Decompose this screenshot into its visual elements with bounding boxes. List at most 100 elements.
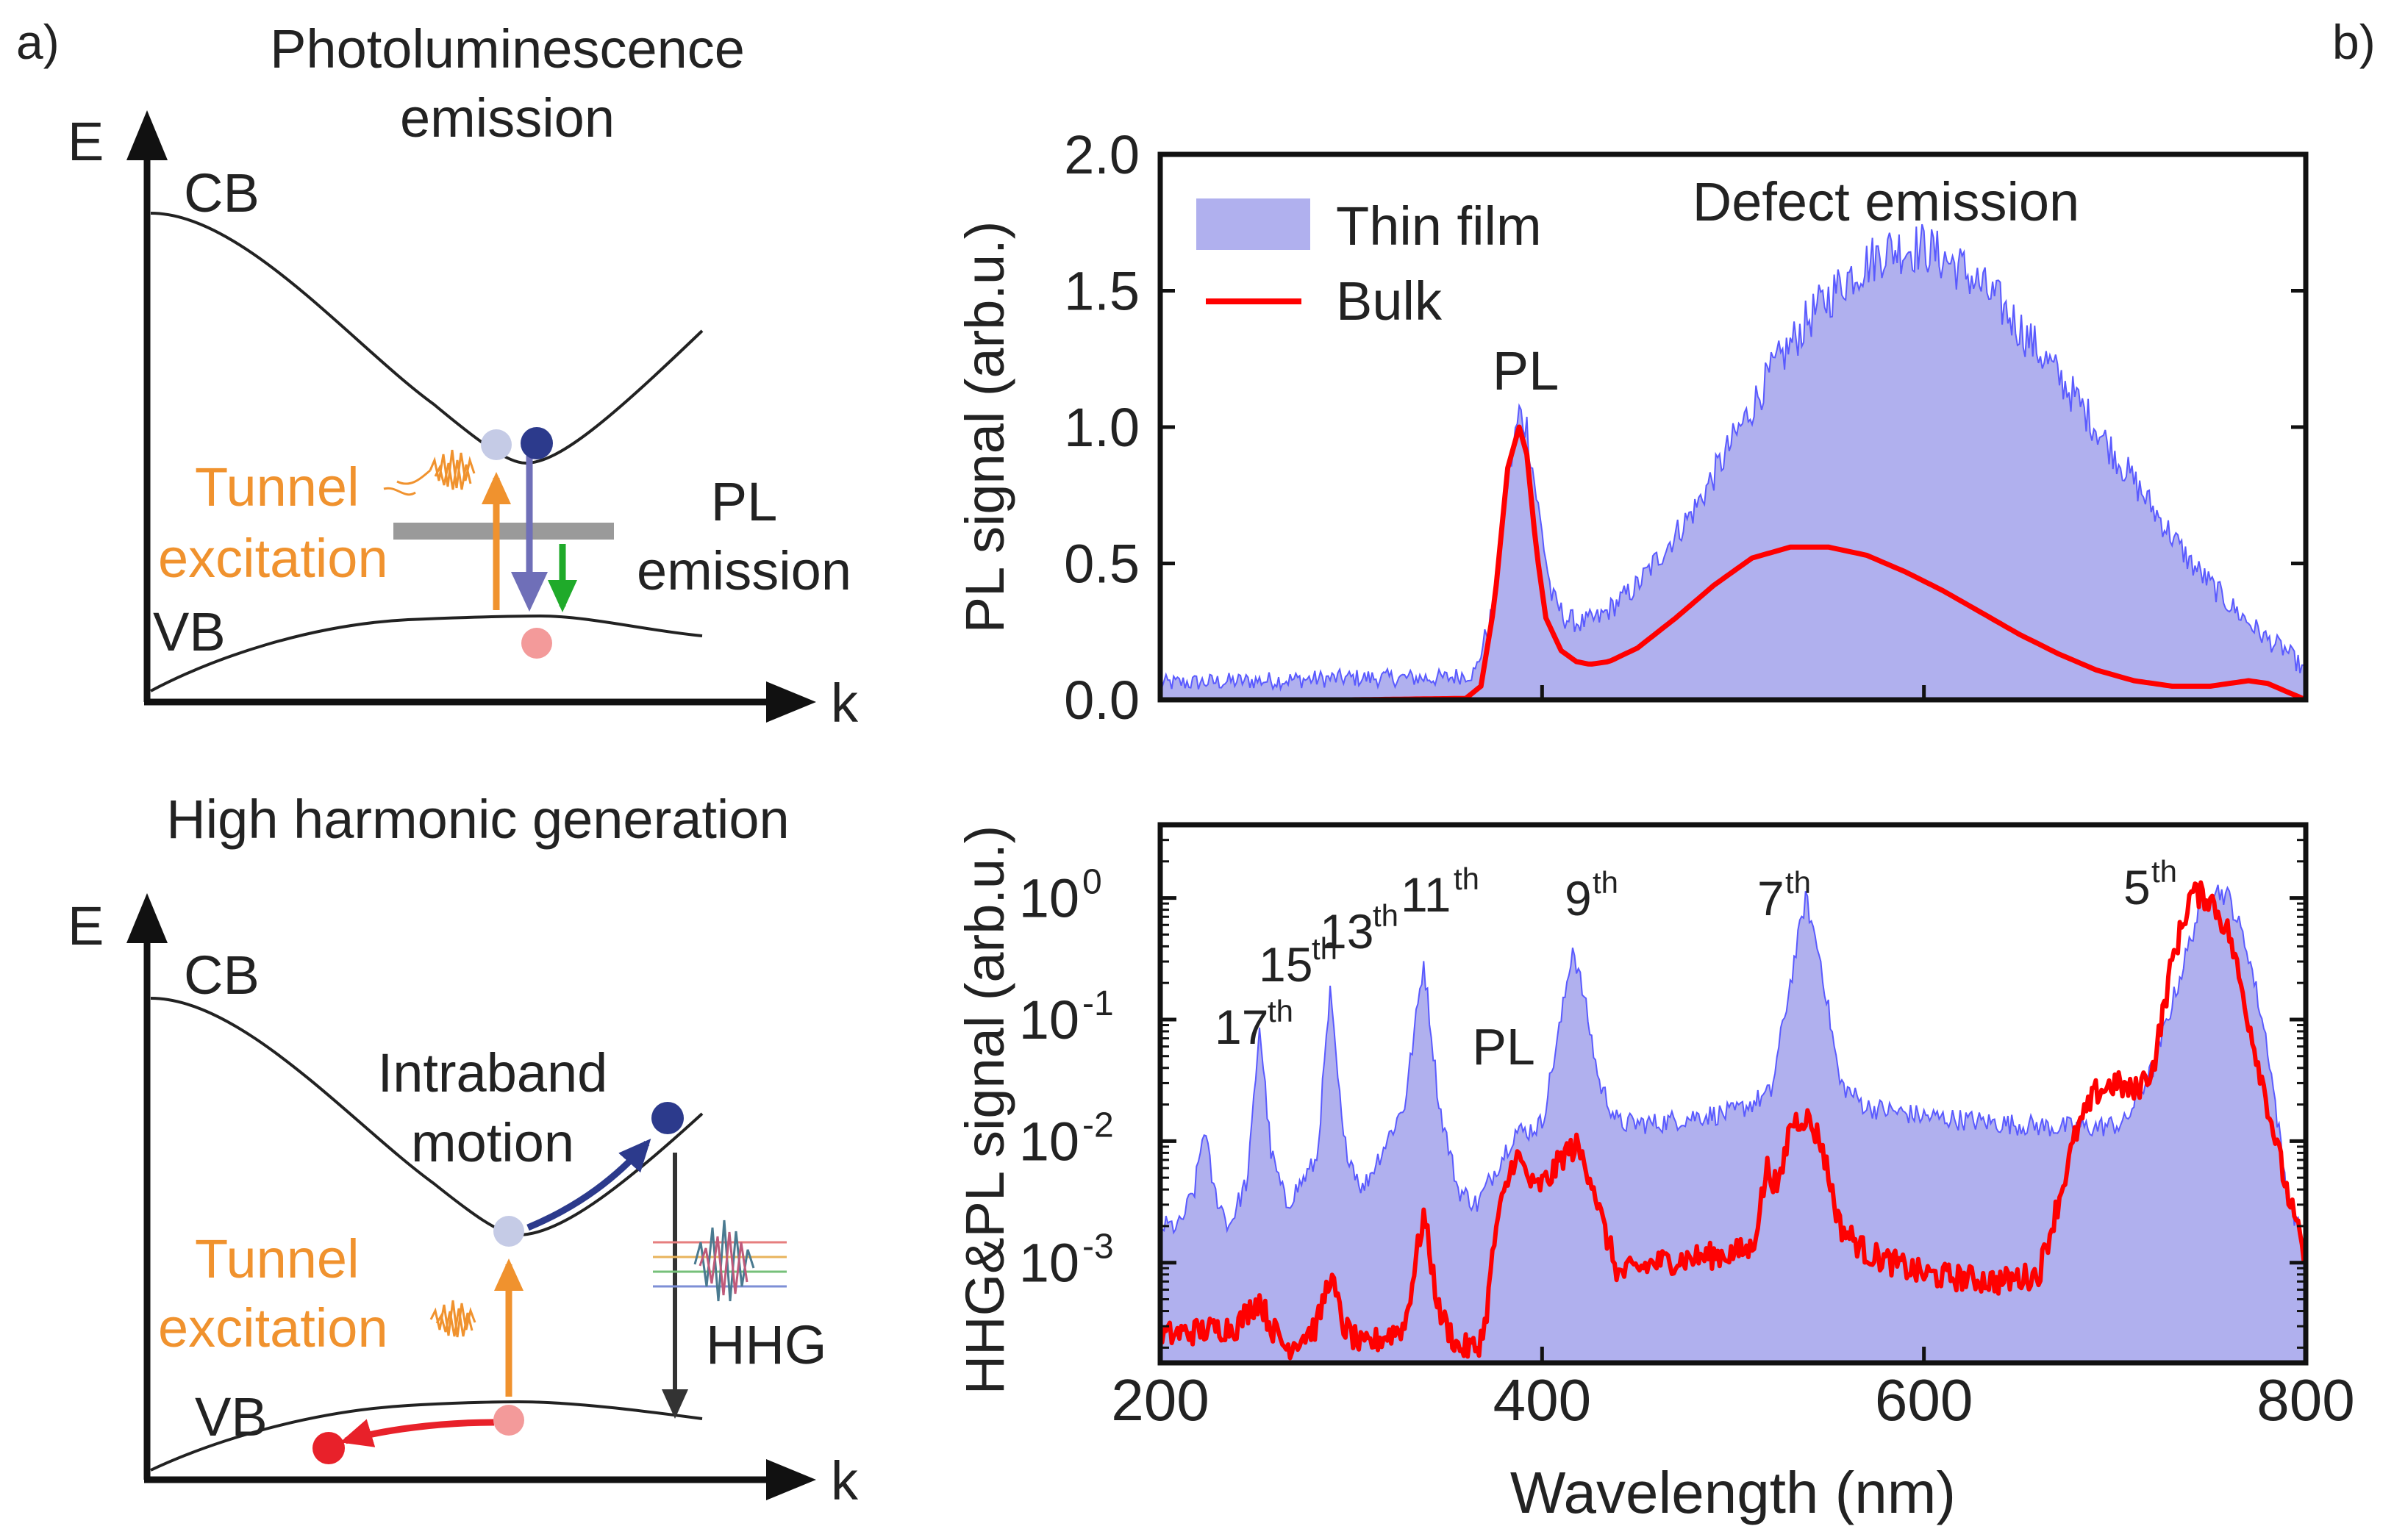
valence-band bbox=[150, 614, 703, 692]
hhg-label: HHG bbox=[706, 1314, 826, 1375]
hhg-ytick-label: 10 bbox=[1019, 1111, 1079, 1172]
harmonic-label-sup-17: th bbox=[1268, 994, 1293, 1028]
diagram-title-line1: Photoluminescence bbox=[270, 18, 745, 79]
vb-label: VB bbox=[195, 1386, 268, 1447]
electron-start bbox=[493, 1216, 524, 1247]
pl-peak-annotation: PL bbox=[1493, 340, 1559, 401]
pl-ytick-label: 1.5 bbox=[1064, 261, 1140, 322]
tunnel-label-line1: Tunnel bbox=[195, 1228, 360, 1289]
harmonic-label-sup-15: th bbox=[1312, 931, 1337, 966]
harmonic-label-11: 11 bbox=[1401, 867, 1451, 922]
vb-label: VB bbox=[153, 601, 226, 662]
harmonic-label-13: 13 bbox=[1320, 904, 1373, 959]
k-axis-arrowhead bbox=[766, 681, 816, 723]
thin-film-line bbox=[1160, 223, 2307, 692]
hole-icon bbox=[493, 1405, 524, 1436]
hhg-pulse-icon bbox=[653, 1220, 787, 1302]
bulk-line bbox=[1158, 880, 2308, 1361]
thin-film-area bbox=[1160, 224, 2306, 701]
hhg-ylabel: HHG&PL signal (arb.u.) bbox=[954, 825, 1015, 1395]
conduction-band bbox=[150, 997, 704, 1237]
pulse-wave-icon bbox=[396, 449, 476, 490]
pl-emission-label-line2: emission bbox=[637, 540, 851, 601]
electron-icon bbox=[651, 1102, 684, 1134]
diagram-photoluminescence: Photoluminescence emission E k CB VB T bbox=[68, 18, 859, 734]
tunnel-pointer-line bbox=[383, 487, 416, 496]
hhg-ytick-exponent: 0 bbox=[1082, 863, 1102, 902]
pl-data-layer bbox=[1160, 223, 2307, 703]
pl-ytick-label: 0.5 bbox=[1064, 534, 1140, 595]
panel-label-b: b) bbox=[2332, 15, 2376, 69]
hhg-xtick-label: 800 bbox=[2257, 1367, 2354, 1433]
harmonic-label-17: 17 bbox=[1215, 1000, 1268, 1054]
hhg-pl-annotation: PL bbox=[1472, 1018, 1535, 1075]
thin-film-area bbox=[1160, 884, 2306, 1363]
pulse-wave-icon bbox=[429, 1300, 476, 1338]
hole-icon bbox=[521, 628, 552, 659]
hhg-ytick-label: 10 bbox=[1019, 868, 1079, 929]
intraband-label-line1: Intraband bbox=[378, 1042, 608, 1103]
panel-label-a: a) bbox=[16, 15, 60, 69]
harmonic-label-7: 7 bbox=[1757, 871, 1784, 925]
defect-emission-annotation: Defect emission bbox=[1693, 171, 2079, 232]
pl-chart: 0.0 0.5 1.0 1.5 2.0 PL signal (arb.u.) Thin … bbox=[954, 124, 2309, 731]
hhg-ytick-exponent: -1 bbox=[1082, 984, 1114, 1023]
intraband-motion-arrow bbox=[526, 1139, 651, 1231]
diagram-title-line2: emission bbox=[400, 87, 615, 148]
defect-level bbox=[393, 523, 614, 540]
valence-band bbox=[150, 1400, 703, 1472]
pl-ytick-label: 2.0 bbox=[1064, 124, 1140, 185]
hhg-diagram-title: High harmonic generation bbox=[166, 789, 789, 850]
energy-axis-arrowhead bbox=[126, 110, 168, 160]
k-axis-label: k bbox=[831, 1450, 859, 1511]
legend-label-thin-film: Thin film bbox=[1336, 196, 1542, 257]
harmonic-label-sup-9: th bbox=[1593, 865, 1618, 900]
hhg-xtick-label: 600 bbox=[1875, 1367, 1973, 1433]
legend-label-bulk: Bulk bbox=[1336, 271, 1443, 332]
harmonic-label-sup-5: th bbox=[2151, 854, 2177, 889]
energy-axis-arrowhead bbox=[126, 893, 168, 943]
electron-icon bbox=[521, 427, 553, 459]
hhg-xtick-label: 200 bbox=[1111, 1367, 1209, 1433]
pl-ylabel: PL signal (arb.u.) bbox=[954, 221, 1015, 634]
pl-ytick-label: 0.0 bbox=[1064, 670, 1140, 731]
k-axis-arrowhead bbox=[766, 1459, 816, 1500]
harmonic-label-sup-11: th bbox=[1454, 862, 1479, 896]
energy-axis-label: E bbox=[68, 895, 104, 956]
electron-excited-light bbox=[481, 429, 512, 460]
hole-moved bbox=[312, 1432, 345, 1464]
tunnel-label-line2: excitation bbox=[158, 1297, 388, 1358]
hhg-plot-frame bbox=[1157, 822, 2309, 1366]
hhg-data-layer bbox=[1158, 880, 2308, 1363]
harmonic-label-5: 5 bbox=[2123, 860, 2151, 914]
hhg-xlabel: Wavelength (nm) bbox=[1510, 1460, 1956, 1525]
harmonic-label-9: 9 bbox=[1565, 871, 1592, 925]
legend-swatch-thin-film bbox=[1196, 198, 1310, 250]
harmonic-label-15: 15 bbox=[1259, 937, 1312, 992]
hhg-xtick-label: 400 bbox=[1493, 1367, 1591, 1433]
pl-ytick-label: 1.0 bbox=[1064, 397, 1140, 458]
diagram-hhg: High harmonic generation E k CB VB bbox=[68, 789, 859, 1511]
tunnel-label-line2: excitation bbox=[158, 528, 388, 589]
hole-motion-arrow bbox=[340, 1419, 495, 1447]
k-axis-label: k bbox=[831, 673, 859, 734]
harmonic-label-sup-13: th bbox=[1373, 898, 1398, 933]
pl-emission-label-line1: PL bbox=[711, 471, 778, 532]
cb-label: CB bbox=[184, 945, 260, 1006]
hhg-ytick-exponent: -2 bbox=[1082, 1106, 1114, 1145]
intraband-label-line2: motion bbox=[411, 1112, 574, 1173]
hhg-ytick-label: 10 bbox=[1019, 1233, 1079, 1294]
cb-label: CB bbox=[184, 162, 260, 223]
energy-axis-label: E bbox=[68, 111, 104, 172]
hhg-ytick-exponent: -3 bbox=[1082, 1228, 1114, 1267]
conduction-band bbox=[150, 212, 704, 465]
hhg-ytick-label: 10 bbox=[1019, 989, 1079, 1050]
harmonic-label-sup-7: th bbox=[1785, 865, 1811, 900]
pl-ticks: 0.0 0.5 1.0 1.5 2.0 bbox=[1064, 124, 2308, 731]
thin-film-line bbox=[1160, 884, 2307, 1263]
pl-legend: Thin film Bulk bbox=[1196, 196, 1542, 332]
